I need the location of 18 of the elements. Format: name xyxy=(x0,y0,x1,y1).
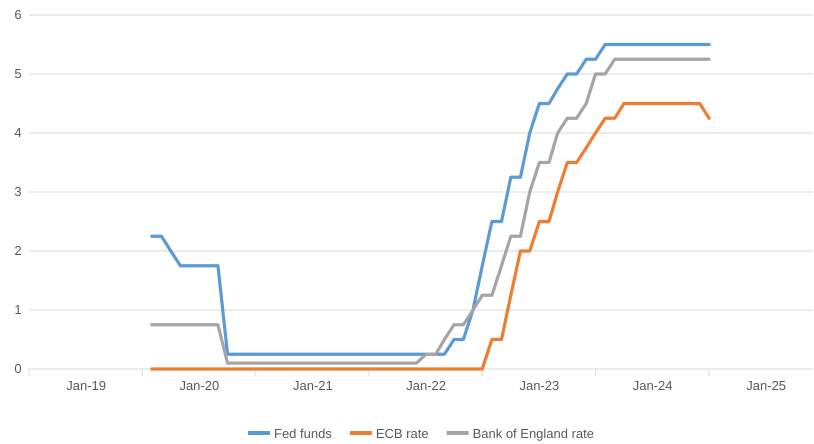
legend-label: Fed funds xyxy=(274,426,332,441)
x-tick-label: Jan-24 xyxy=(632,378,672,394)
y-tick-label: 1 xyxy=(14,302,22,318)
x-tick-label: Jan-21 xyxy=(293,378,333,394)
x-tick-label: Jan-22 xyxy=(406,378,446,394)
x-tick-label: Jan-23 xyxy=(519,378,560,394)
y-tick-label: 6 xyxy=(14,7,22,22)
line-series xyxy=(150,102,711,371)
y-tick-label: 5 xyxy=(14,66,22,82)
x-tick-label: Jan-19 xyxy=(66,378,106,394)
y-tick-label: 3 xyxy=(14,184,22,200)
y-tick-label: 2 xyxy=(14,243,22,258)
legend-label: Bank of England rate xyxy=(472,426,594,441)
y-tick-label: 0 xyxy=(14,361,22,376)
x-tick-label: Jan-20 xyxy=(179,378,220,394)
x-tick-label: Jan-25 xyxy=(746,378,786,394)
legend-label: ECB rate xyxy=(376,426,429,441)
y-tick-label: 4 xyxy=(14,125,22,140)
